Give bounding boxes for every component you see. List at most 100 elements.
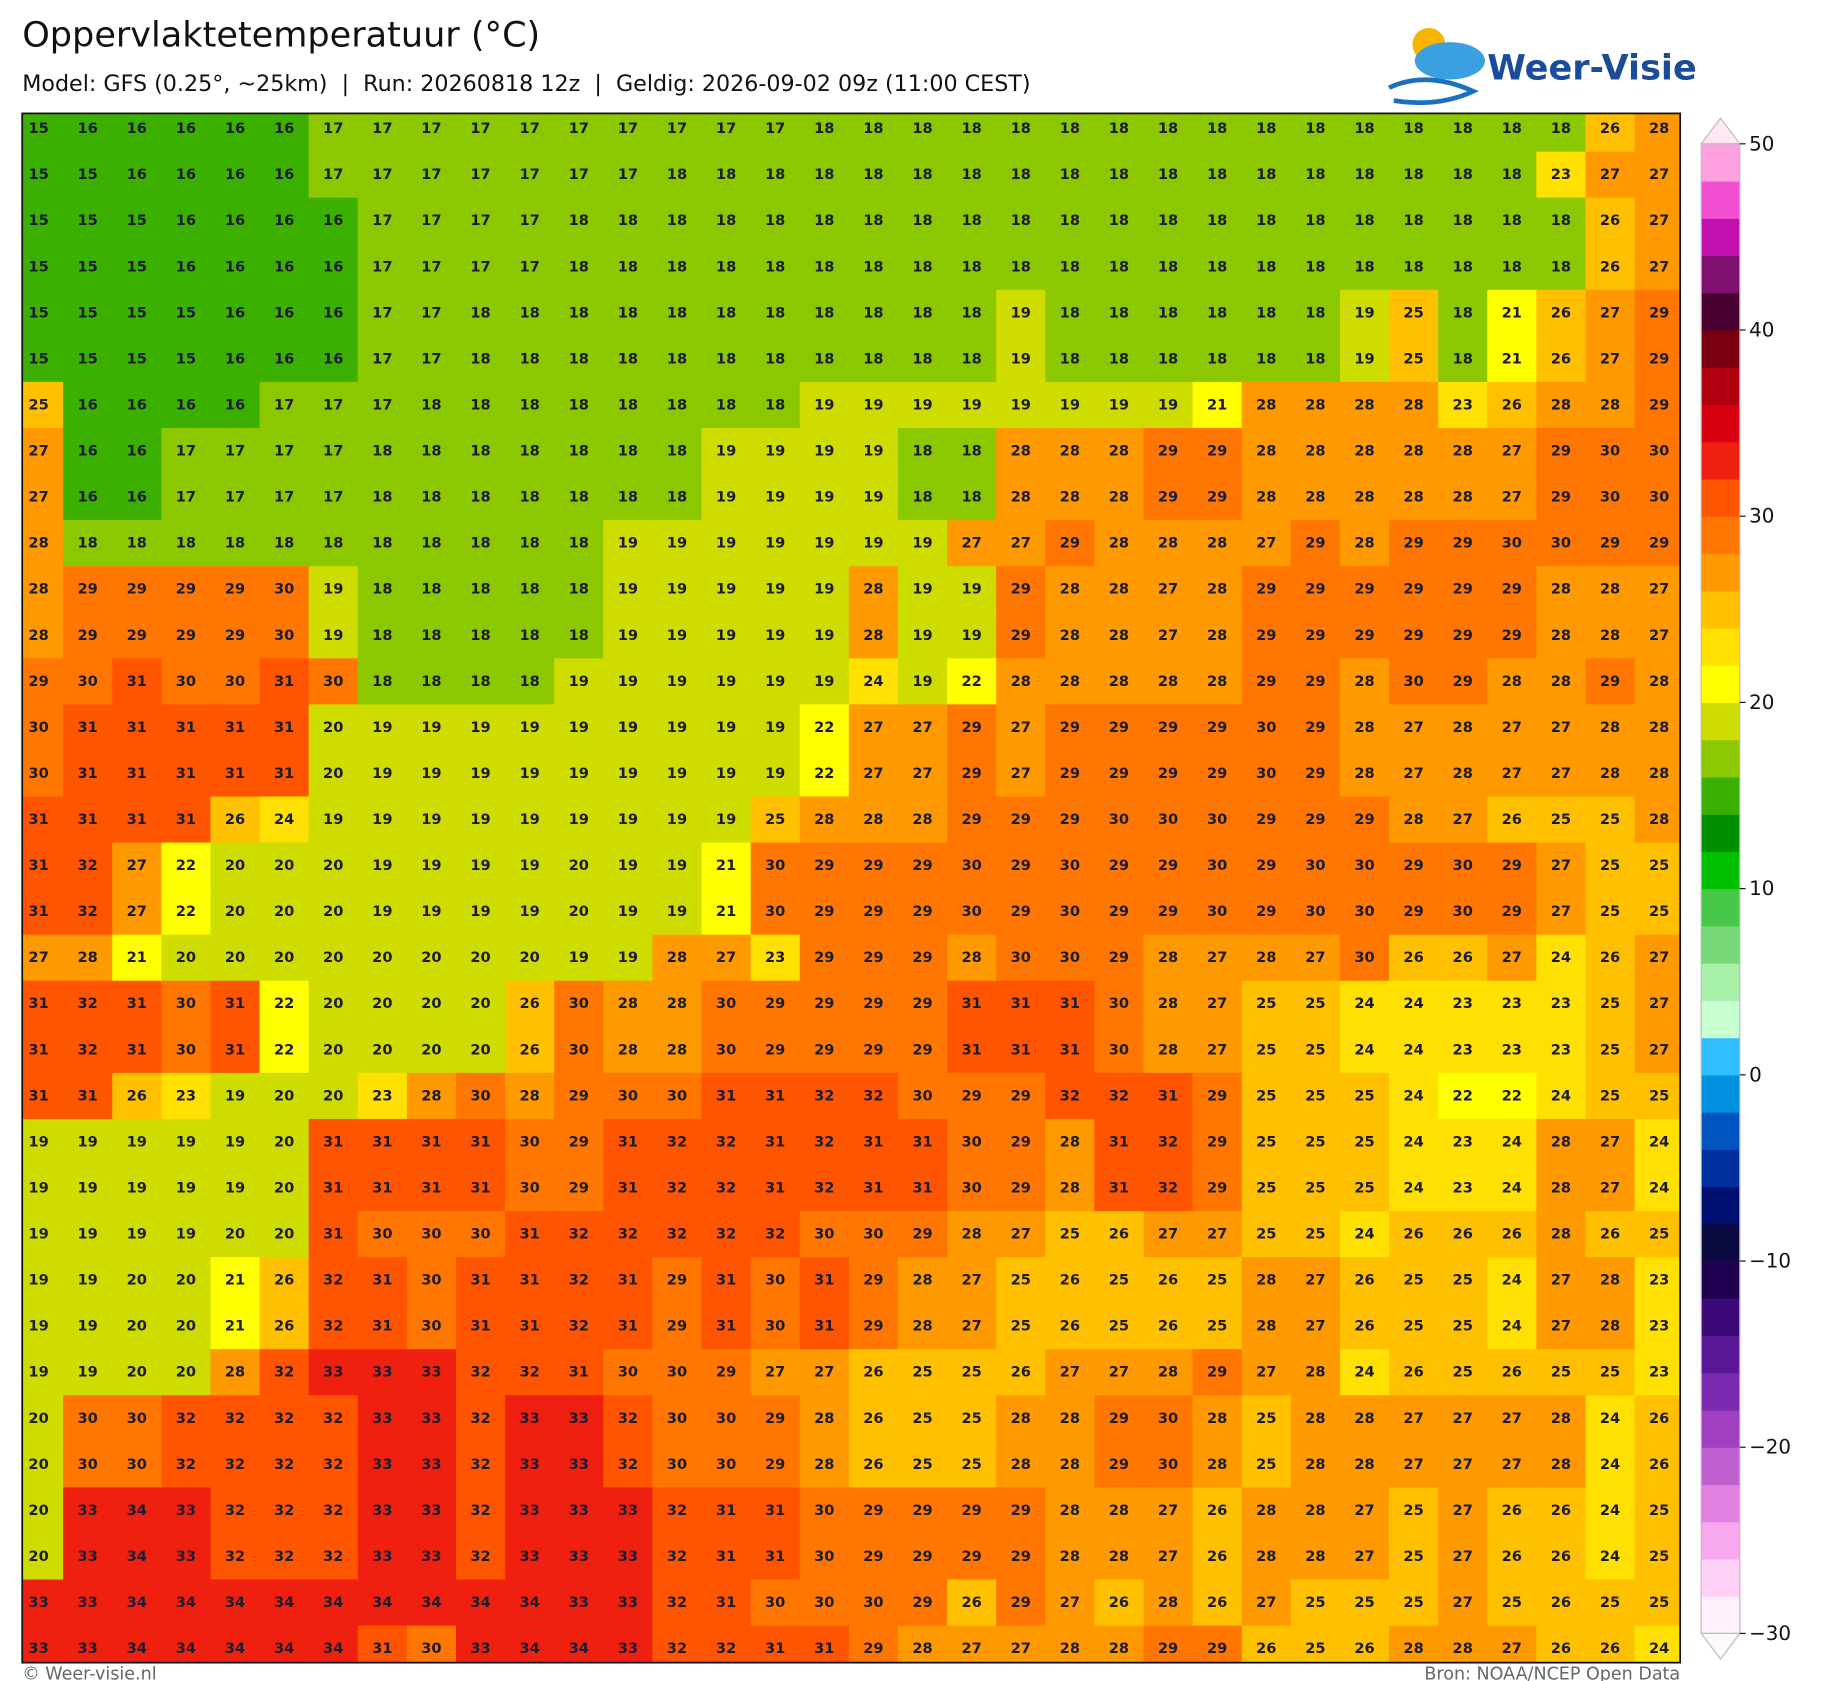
temperature-cell — [1585, 1118, 1636, 1166]
temperature-cell — [996, 335, 1046, 383]
temperature-cell — [603, 1441, 654, 1488]
temperature-value: 18 — [1502, 166, 1522, 183]
temperature-value: 18 — [912, 350, 932, 367]
temperature-value: 32 — [814, 1087, 834, 1104]
temperature-value: 19 — [323, 581, 343, 598]
temperature-value: 25 — [961, 1410, 981, 1427]
temperature-cell — [1143, 381, 1194, 429]
temperature-value: 17 — [519, 120, 539, 137]
temperature-cell — [799, 1072, 850, 1120]
temperature-value: 28 — [1649, 719, 1669, 736]
temperature-cell — [652, 1441, 703, 1488]
temperature-value: 18 — [912, 212, 932, 229]
temperature-cell — [63, 1441, 113, 1488]
temperature-value: 29 — [912, 1502, 932, 1519]
temperature-cell — [1241, 1164, 1292, 1212]
temperature-value: 18 — [323, 535, 343, 552]
temperature-cell — [947, 566, 997, 613]
temperature-value: 27 — [1109, 1364, 1129, 1381]
temperature-cell — [701, 428, 752, 475]
temperature-value: 30 — [765, 1594, 785, 1611]
temperature-cell — [259, 1211, 310, 1258]
temperature-value: 27 — [1502, 443, 1522, 460]
temperature-value: 30 — [1060, 857, 1080, 874]
temperature-cell — [652, 888, 703, 936]
temperature-cell — [848, 1487, 899, 1535]
temperature-value: 27 — [1502, 1456, 1522, 1473]
temperature-value: 23 — [1502, 995, 1522, 1012]
temperature-value: 28 — [1453, 1640, 1473, 1657]
temperature-value: 18 — [421, 581, 441, 598]
temperature-value: 29 — [1109, 903, 1129, 920]
temperature-value: 28 — [1158, 1594, 1178, 1611]
temperature-cell — [308, 474, 359, 521]
temperature-value: 18 — [716, 396, 736, 413]
temperature-cell — [161, 151, 212, 199]
temperature-value: 28 — [1551, 673, 1571, 690]
temperature-value: 15 — [127, 350, 147, 367]
temperature-value: 18 — [1158, 350, 1178, 367]
temperature-value: 28 — [1305, 1548, 1325, 1565]
temperature-cell — [161, 289, 212, 337]
temperature-value: 15 — [176, 304, 196, 321]
temperature-value: 23 — [765, 949, 785, 966]
temperature-cell — [161, 243, 212, 291]
temperature-value: 18 — [470, 304, 490, 321]
temperature-cell — [1487, 1579, 1537, 1627]
temperature-cell — [1339, 796, 1390, 844]
temperature-value: 29 — [863, 995, 883, 1012]
temperature-value: 18 — [519, 350, 539, 367]
temperature-value: 18 — [1305, 258, 1325, 275]
temperature-value: 20 — [225, 903, 245, 920]
temperature-cell — [603, 1072, 654, 1120]
temperature-cell — [1192, 934, 1243, 982]
temperature-value: 28 — [1354, 1456, 1374, 1473]
temperature-cell — [652, 197, 703, 245]
temperature-value: 18 — [961, 443, 981, 460]
temperature-cell — [750, 1395, 801, 1442]
temperature-cell — [1290, 1026, 1341, 1074]
temperature-value: 19 — [569, 719, 589, 736]
temperature-value: 32 — [667, 1640, 687, 1657]
temperature-cell — [308, 197, 359, 245]
temperature-cell — [897, 381, 948, 429]
temperature-cell — [259, 151, 310, 199]
temperature-cell — [1487, 980, 1537, 1028]
temperature-value: 27 — [28, 949, 48, 966]
temperature-value: 31 — [372, 1272, 392, 1289]
temperature-value: 33 — [78, 1502, 98, 1519]
temperature-cell — [406, 704, 457, 752]
temperature-cell — [554, 113, 604, 153]
temperature-cell — [1536, 934, 1587, 982]
temperature-cell — [1389, 1579, 1439, 1627]
temperature-cell — [112, 1625, 162, 1663]
temperature-cell — [1585, 1257, 1636, 1304]
temperature-cell — [456, 704, 506, 752]
temperature-cell — [799, 1211, 850, 1258]
temperature-value: 19 — [765, 489, 785, 506]
colorbar-band — [1701, 851, 1740, 890]
temperature-value: 27 — [912, 719, 932, 736]
temperature-value: 25 — [1256, 995, 1276, 1012]
temperature-value: 27 — [1158, 581, 1178, 598]
temperature-cell — [1290, 113, 1341, 153]
temperature-cell — [1536, 1257, 1587, 1304]
temperature-value: 28 — [1600, 1318, 1620, 1335]
temperature-cell — [505, 243, 555, 291]
temperature-value: 30 — [421, 1272, 441, 1289]
temperature-cell — [1585, 1211, 1636, 1258]
temperature-cell — [1143, 1533, 1194, 1581]
temperature-value: 28 — [1109, 673, 1129, 690]
temperature-cell — [1634, 197, 1681, 245]
temperature-value: 25 — [1305, 995, 1325, 1012]
temperature-value: 32 — [323, 1318, 343, 1335]
temperature-value: 18 — [421, 673, 441, 690]
temperature-value: 19 — [814, 581, 834, 598]
temperature-cell — [554, 1257, 604, 1304]
temperature-value: 24 — [1502, 1272, 1522, 1289]
temperature-cell — [1094, 842, 1145, 890]
temperature-cell — [1192, 1487, 1243, 1535]
temperature-value: 32 — [667, 1226, 687, 1243]
colorbar-band — [1701, 1372, 1740, 1411]
temperature-value: 28 — [1011, 1456, 1031, 1473]
